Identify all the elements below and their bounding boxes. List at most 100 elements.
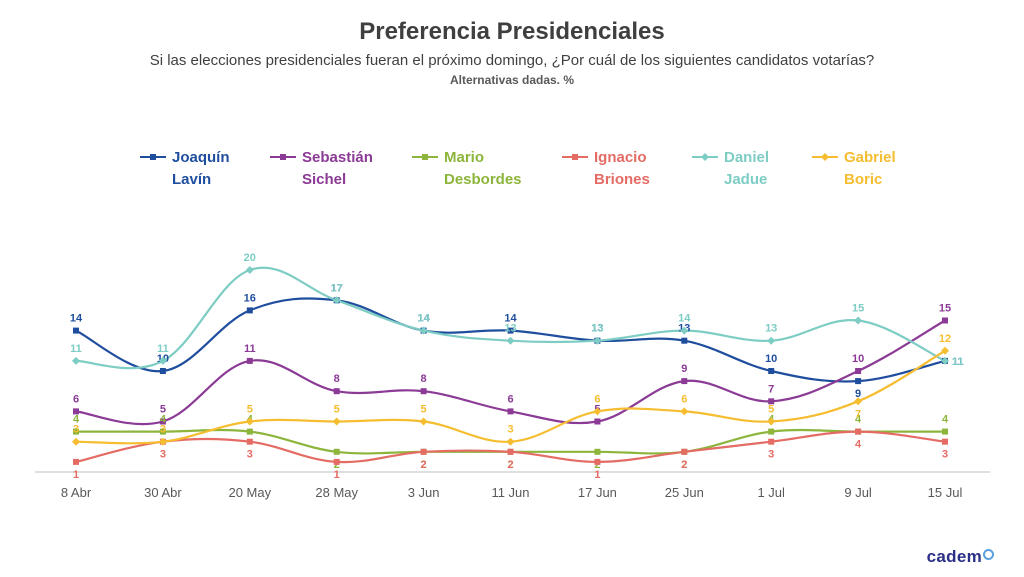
legend-label-briones-2: Briones (594, 171, 650, 188)
data-label: 8 (334, 373, 340, 385)
data-point (332, 296, 341, 305)
legend-item-desbordes: Mario Desbordes (412, 147, 522, 191)
data-label: 7 (768, 383, 774, 395)
data-label: 2 (681, 459, 687, 471)
x-tick-label: 17 Jun (578, 485, 617, 500)
data-point (593, 407, 602, 416)
data-label: 6 (681, 393, 687, 405)
data-point (245, 266, 254, 274)
data-label: 11 (952, 356, 964, 368)
legend-label-sichel-1: Sebastián (302, 149, 373, 166)
x-tick-label: 1 Jul (757, 485, 785, 500)
data-point (246, 438, 253, 445)
legend-label-desbordes-2: Desbordes (444, 171, 522, 188)
x-tick-label: 20 May (228, 485, 271, 500)
legend-marker-sichel (270, 154, 296, 160)
data-point (158, 437, 167, 446)
data-label: 6 (507, 393, 513, 405)
data-point (246, 357, 253, 364)
data-point (767, 336, 776, 345)
data-label: 9 (855, 388, 861, 400)
data-label: 10 (765, 353, 777, 365)
legend-marker-desbordes (412, 154, 438, 160)
data-label: 14 (678, 313, 691, 325)
data-label: 16 (244, 292, 256, 304)
data-label: 2 (681, 459, 687, 471)
data-label: 3 (73, 424, 79, 436)
legend-marker-jadue (692, 153, 718, 161)
legend-label-lavin-1: Joaquín (172, 149, 230, 166)
data-label: 8 (421, 373, 427, 385)
logo-text: cadem (926, 547, 982, 566)
chart-subtitle: Si las elecciones presidenciales fueran … (149, 52, 875, 69)
legend-item-sichel: Sebastián Sichel (270, 147, 373, 191)
data-point (246, 428, 253, 435)
data-label: 12 (939, 333, 951, 345)
data-label: 13 (504, 323, 516, 335)
data-point (768, 428, 775, 435)
data-label: 20 (244, 252, 256, 264)
legend-label-boric-2: Boric (844, 171, 883, 188)
data-point (768, 438, 775, 445)
data-label: 3 (768, 449, 774, 461)
data-point (506, 437, 515, 446)
data-point (768, 368, 775, 374)
data-label: 11 (157, 343, 169, 355)
data-point (246, 307, 253, 314)
data-label: 5 (768, 404, 774, 416)
data-label: 2 (421, 459, 427, 471)
legend-marker-lavin (140, 154, 166, 160)
data-point (594, 418, 601, 425)
data-point (942, 428, 948, 435)
data-point (681, 337, 688, 344)
x-tick-label: 9 Jul (844, 485, 872, 500)
legend-item-boric: Gabriel Boric (812, 147, 896, 191)
data-label: 14 (70, 313, 83, 325)
data-label: 1 (594, 469, 600, 481)
data-point (333, 388, 340, 395)
data-label: 1 (334, 469, 340, 481)
legend-label-boric-1: Gabriel (844, 149, 896, 166)
data-point (941, 356, 949, 365)
data-label: 11 (952, 356, 964, 368)
data-label: 6 (594, 393, 600, 405)
data-point (332, 417, 341, 426)
legend-item-jadue: Daniel Jadue (692, 147, 769, 191)
data-label: 11 (244, 343, 256, 355)
data-label: 5 (334, 404, 340, 416)
data-label: 7 (855, 408, 861, 420)
data-point (768, 398, 775, 405)
data-label: 17 (331, 282, 343, 294)
data-point (680, 326, 689, 335)
data-point (506, 336, 515, 345)
data-point (72, 437, 80, 446)
data-label: 13 (765, 323, 777, 335)
data-label: 5 (421, 404, 427, 416)
data-point (855, 368, 862, 374)
data-label: 15 (852, 303, 864, 315)
data-label: 4 (942, 414, 949, 426)
chart-title: Preferencia Presidenciales (359, 18, 665, 45)
series-line-4 (75, 430, 946, 464)
data-point (767, 417, 776, 426)
data-point (333, 448, 340, 455)
legend-marker-briones (562, 154, 588, 160)
data-label: 2 (507, 459, 513, 471)
data-label: 4 (160, 414, 167, 426)
legend-label-lavin-2: Lavín (172, 171, 212, 188)
x-tick-label: 28 May (315, 485, 358, 500)
data-point (419, 417, 428, 426)
data-label: 1 (73, 469, 79, 481)
data-label: 13 (591, 323, 603, 335)
data-point (593, 336, 602, 345)
data-label: 3 (942, 449, 948, 461)
data-point (594, 448, 601, 455)
data-point (507, 327, 514, 334)
data-point (680, 407, 689, 416)
data-label: 14 (417, 313, 430, 325)
x-tick-label: 8 Abr (61, 485, 92, 500)
data-label: 14 (417, 313, 430, 325)
data-point (594, 458, 601, 465)
data-label: 2 (507, 459, 513, 471)
